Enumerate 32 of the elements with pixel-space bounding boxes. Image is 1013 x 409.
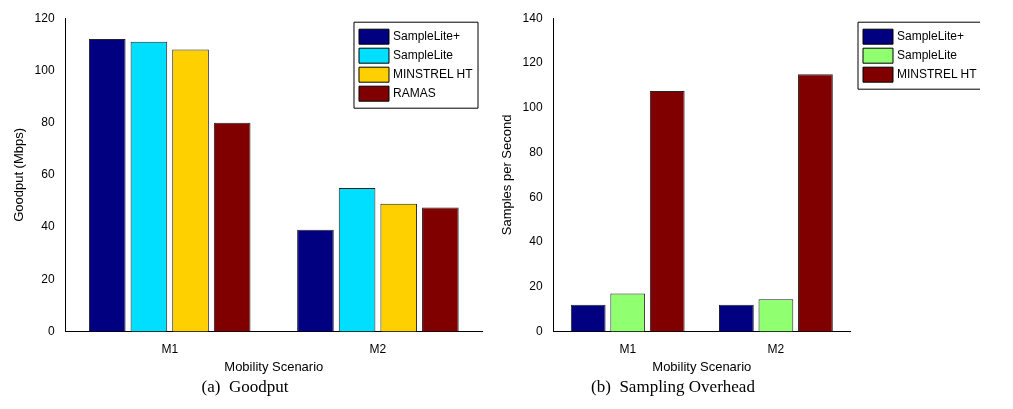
legend-label: SampleLite+ bbox=[897, 29, 965, 44]
y-tick-label: 40 bbox=[41, 219, 55, 234]
x-tick-label: M1 bbox=[161, 342, 179, 357]
y-tick-label: 120 bbox=[522, 55, 543, 70]
y-tick-label: 40 bbox=[529, 234, 543, 249]
x-axis-title: Mobility Scenario bbox=[652, 359, 752, 375]
y-tick-label: 0 bbox=[47, 323, 55, 338]
text: (a) Goodput bbox=[201, 377, 289, 397]
y-tick-label: 60 bbox=[41, 167, 55, 182]
y-tick-label: 0 bbox=[535, 323, 543, 338]
legend-label: SampleLite+ bbox=[393, 29, 461, 44]
y-tick-label: 100 bbox=[522, 100, 543, 115]
y-tick-label: 120 bbox=[34, 10, 55, 25]
legend-label: RAMAS bbox=[393, 86, 436, 101]
y-tick-label: 60 bbox=[529, 189, 543, 204]
y-tick-label: 20 bbox=[41, 271, 55, 286]
x-axis-title: Mobility Scenario bbox=[224, 359, 324, 375]
legend-label: MINSTREL HT bbox=[897, 67, 978, 82]
y-tick-label: 140 bbox=[522, 10, 543, 25]
y-tick-label: 80 bbox=[41, 114, 55, 129]
x-tick-label: M2 bbox=[369, 342, 387, 357]
y-axis-title: Samples per Second bbox=[499, 114, 515, 236]
y-tick-label: 100 bbox=[34, 62, 55, 77]
legend-label: SampleLite bbox=[897, 48, 958, 63]
legend-label: SampleLite bbox=[393, 48, 454, 63]
x-tick-label: M1 bbox=[619, 342, 637, 357]
y-tick-label: 80 bbox=[529, 144, 543, 159]
text: (b) Sampling Overhead bbox=[591, 377, 756, 397]
legend-label: MINSTREL HT bbox=[393, 67, 474, 82]
x-tick-label: M2 bbox=[767, 342, 785, 357]
y-tick-label: 20 bbox=[529, 279, 543, 294]
y-axis-title: Goodput (Mbps) bbox=[11, 127, 27, 222]
